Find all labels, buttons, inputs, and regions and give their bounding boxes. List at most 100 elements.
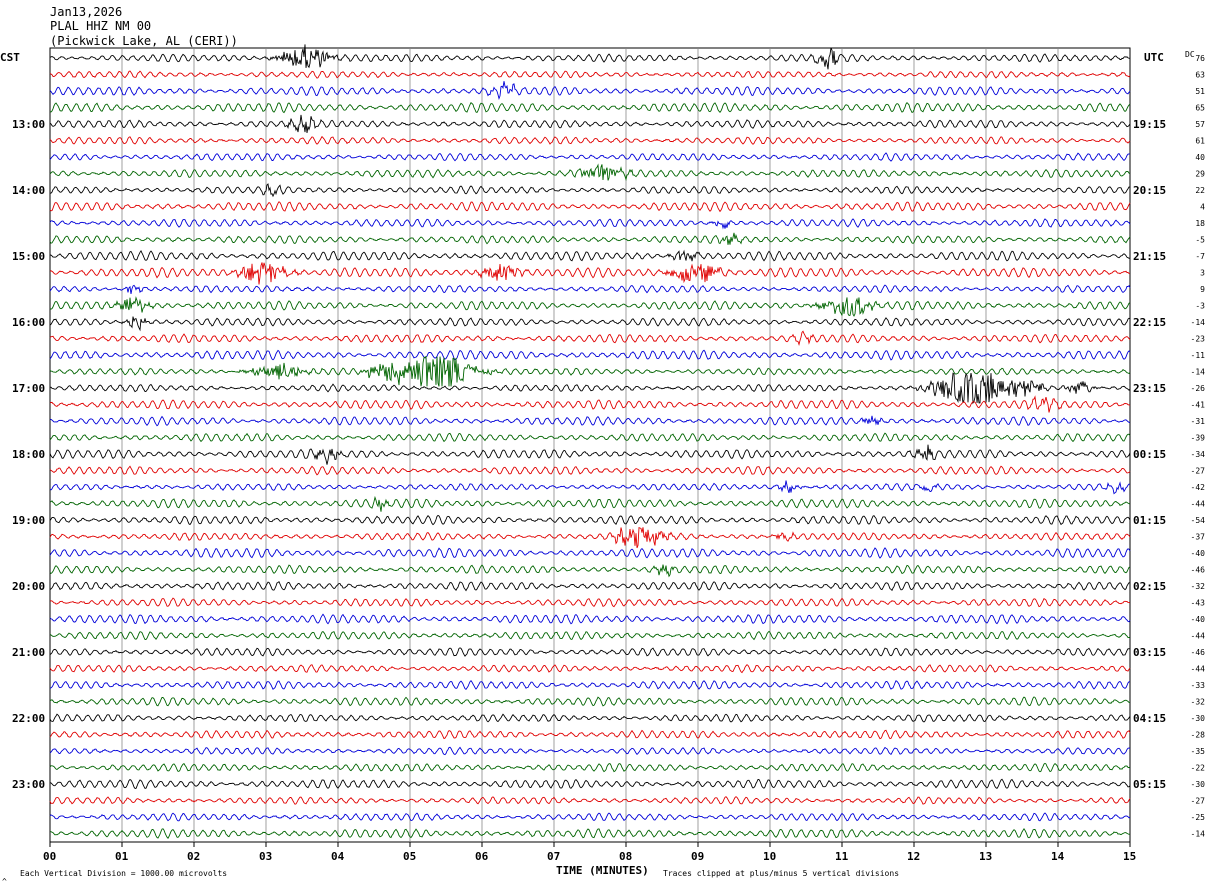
- trace-9: [49, 201, 1131, 213]
- left-timezone-label: CST: [0, 51, 20, 64]
- trace-42: [49, 746, 1131, 756]
- dc-offset-label: 9: [1200, 285, 1205, 294]
- dc-offset-label: -3: [1195, 302, 1205, 311]
- trace-17: [49, 330, 1131, 346]
- trace-8: [49, 183, 1131, 198]
- x-tick-label: 11: [835, 850, 849, 863]
- dc-offset-label: -27: [1191, 467, 1206, 476]
- clip-note: Traces clipped at plus/minus 5 vertical …: [663, 869, 899, 878]
- trace-4: [49, 114, 1131, 133]
- dc-offset-label: -41: [1191, 401, 1206, 410]
- dc-offset-label: 29: [1195, 170, 1205, 179]
- left-hour-label: 13:00: [12, 118, 45, 131]
- plot-frame: [49, 47, 1131, 843]
- dc-offset-label: 61: [1195, 137, 1205, 146]
- dc-offset-labels: 76 63 51 65 57 61 40 29 22 4 18 -5 -7 3 9 -3 -14 -23 -11 -1…: [1191, 54, 1206, 839]
- right-hour-label: 00:15: [1133, 448, 1166, 461]
- dc-offset-label: -37: [1191, 533, 1206, 542]
- trace-26: [49, 480, 1131, 495]
- trace-30: [49, 547, 1131, 559]
- x-tick-label: 12: [907, 850, 920, 863]
- x-tick-label: 00: [43, 850, 56, 863]
- dc-offset-label: -32: [1191, 698, 1206, 707]
- left-hour-label: 23:00: [12, 778, 45, 791]
- dc-header-label: DC: [1185, 50, 1195, 59]
- right-hour-label: 01:15: [1133, 514, 1166, 527]
- corner-mark: ^: [2, 877, 7, 886]
- station-label: PLAL HHZ NM 00: [50, 19, 151, 33]
- dc-offset-label: -22: [1191, 764, 1206, 773]
- dc-offset-label: -40: [1191, 615, 1206, 624]
- dc-offset-label: 22: [1195, 186, 1205, 195]
- trace-15: [49, 296, 1131, 317]
- trace-2: [49, 81, 1131, 100]
- trace-31: [49, 564, 1131, 578]
- x-tick-label: 14: [1051, 850, 1065, 863]
- dc-offset-label: -31: [1191, 417, 1206, 426]
- trace-34: [49, 613, 1131, 625]
- right-hour-label: 02:15: [1133, 580, 1166, 593]
- x-tick-label: 05: [403, 850, 416, 863]
- trace-7: [49, 163, 1131, 182]
- dc-offset-label: -27: [1191, 797, 1206, 806]
- dc-offset-label: 65: [1195, 104, 1205, 113]
- trace-47: [50, 827, 1131, 839]
- dc-offset-label: -46: [1191, 648, 1206, 657]
- dc-offset-label: -30: [1191, 714, 1206, 723]
- right-hour-label: 23:15: [1133, 382, 1166, 395]
- right-hour-label: 20:15: [1133, 184, 1166, 197]
- right-hour-label: 03:15: [1133, 646, 1166, 659]
- left-hour-label: 20:00: [12, 580, 45, 593]
- trace-18: [49, 349, 1131, 361]
- trace-28: [49, 514, 1131, 526]
- left-hour-label: 18:00: [12, 448, 45, 461]
- trace-46: [49, 812, 1131, 822]
- dc-offset-label: 51: [1195, 87, 1205, 96]
- trace-6: [49, 152, 1130, 162]
- trace-41: [49, 729, 1131, 740]
- dc-offset-label: -14: [1191, 318, 1206, 327]
- trace-36: [49, 647, 1131, 657]
- dc-offset-label: -23: [1191, 335, 1206, 344]
- trace-39: [49, 696, 1131, 707]
- location-label: (Pickwick Lake, AL (CERI)): [50, 34, 238, 48]
- right-timezone-label: UTC: [1144, 51, 1164, 64]
- trace-25: [49, 465, 1131, 476]
- dc-offset-label: -40: [1191, 549, 1206, 558]
- dc-offset-label: 76: [1195, 54, 1205, 63]
- trace-19: [49, 355, 1131, 387]
- trace-12: [49, 249, 1131, 262]
- x-tick-label: 04: [331, 850, 345, 863]
- trace-37: [49, 664, 1131, 674]
- dc-offset-label: -32: [1191, 582, 1206, 591]
- trace-16: [49, 316, 1131, 332]
- dc-offset-label: -46: [1191, 566, 1206, 575]
- trace-32: [49, 580, 1131, 592]
- right-hour-label: 19:15: [1133, 118, 1166, 131]
- right-hour-label: 04:15: [1133, 712, 1166, 725]
- dc-offset-label: 3: [1200, 269, 1205, 278]
- x-tick-label: 15: [1123, 850, 1136, 863]
- x-tick-label: 01: [115, 850, 129, 863]
- trace-0: [49, 44, 1131, 70]
- trace-27: [49, 495, 1131, 512]
- dc-offset-label: -44: [1191, 665, 1206, 674]
- left-hour-label: 14:00: [12, 184, 45, 197]
- right-hour-labels: 19:15 20:15 21:15 22:15 23:15 00:15 01:15 02:15…: [1133, 118, 1166, 791]
- left-hour-label: 17:00: [12, 382, 45, 395]
- dc-offset-label: 18: [1195, 219, 1205, 228]
- x-tick-labels: 00 01 02 03 04 05 06 07 08 09 10 11 12 13 14 15: [43, 842, 1136, 863]
- trace-20: [49, 372, 1131, 405]
- dc-offset-label: -30: [1191, 780, 1206, 789]
- trace-13: [49, 262, 1131, 285]
- trace-14: [49, 284, 1131, 294]
- trace-24: [49, 444, 1131, 465]
- trace-10: [49, 218, 1131, 230]
- trace-35: [49, 630, 1131, 641]
- trace-1: [49, 70, 1131, 79]
- plot-grid: [49, 47, 1131, 843]
- trace-40: [49, 713, 1131, 723]
- right-hour-label: 21:15: [1133, 250, 1166, 263]
- dc-offset-label: -14: [1191, 368, 1206, 377]
- dc-offset-label: -14: [1191, 830, 1206, 839]
